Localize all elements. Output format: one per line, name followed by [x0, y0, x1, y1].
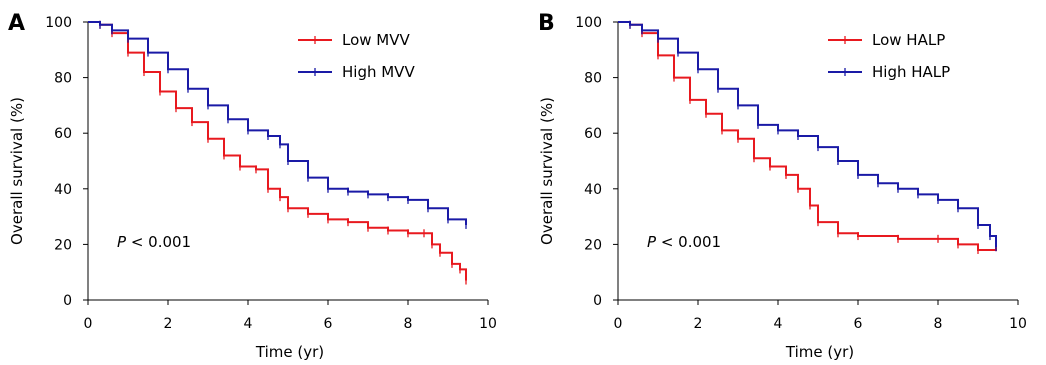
- x-tick-label: 6: [854, 316, 863, 332]
- chart-svg-b: B 0 20 40 60 80 100 0 2 4 6 8 10 Time (yr) Overall sur…: [538, 11, 1027, 361]
- y-tick-label: 0: [63, 293, 72, 309]
- x-tick-label: 10: [1009, 316, 1027, 332]
- y-tick-label: 100: [45, 15, 72, 31]
- y-tick-label: 40: [54, 182, 72, 198]
- p-value-annotation: P < 0.001: [647, 233, 721, 251]
- x-tick-label: 0: [84, 316, 93, 332]
- y-tick-label: 60: [54, 126, 72, 142]
- y-axis-title: Overall survival (%): [538, 97, 556, 245]
- y-axis-title: Overall survival (%): [8, 97, 26, 245]
- p-value-text: < 0.001: [656, 233, 721, 251]
- x-tick-label: 6: [324, 316, 333, 332]
- p-value-text: < 0.001: [126, 233, 191, 251]
- y-tick-label: 20: [584, 237, 602, 253]
- legend-label: High HALP: [872, 63, 950, 81]
- x-tick-label: 8: [934, 316, 943, 332]
- y-tick-label: 40: [584, 182, 602, 198]
- survival-chart-a: A 0 20 40 60 80 100 0 2 4 6 8 10 Time (yr) Overall sur…: [8, 11, 497, 361]
- y-tick-label: 80: [54, 71, 72, 87]
- panel-label: A: [8, 11, 25, 36]
- chart-svg-a: A 0 20 40 60 80 100 0 2 4 6 8 10 Time (yr) Overall sur…: [8, 11, 497, 361]
- legend-label: Low HALP: [872, 31, 945, 49]
- y-tick-label: 60: [584, 126, 602, 142]
- legend-label: High MVV: [342, 63, 415, 81]
- y-tick-label: 0: [593, 293, 602, 309]
- x-tick-label: 4: [774, 316, 783, 332]
- x-tick-label: 4: [244, 316, 253, 332]
- y-tick-label: 80: [584, 71, 602, 87]
- x-tick-label: 8: [404, 316, 413, 332]
- series-line-low: [88, 21, 467, 281]
- y-tick-label: 100: [575, 15, 602, 31]
- x-axis-title: Time (yr): [255, 343, 324, 361]
- series-line-low: [618, 21, 997, 251]
- p-value-symbol: P: [117, 233, 127, 251]
- panel-label: B: [538, 11, 555, 36]
- survival-chart-b: B 0 20 40 60 80 100 0 2 4 6 8 10 Time (yr) Overall sur…: [530, 0, 1046, 365]
- x-axis-title: Time (yr): [785, 343, 854, 361]
- legend-label: Low MVV: [342, 31, 411, 49]
- x-tick-label: 2: [164, 316, 173, 332]
- p-value-annotation: P < 0.001: [117, 233, 191, 251]
- series-line-high: [618, 21, 997, 248]
- y-tick-label: 20: [54, 237, 72, 253]
- p-value-symbol: P: [647, 233, 657, 251]
- x-tick-label: 2: [694, 316, 703, 332]
- x-tick-label: 0: [614, 316, 623, 332]
- x-tick-label: 10: [479, 316, 497, 332]
